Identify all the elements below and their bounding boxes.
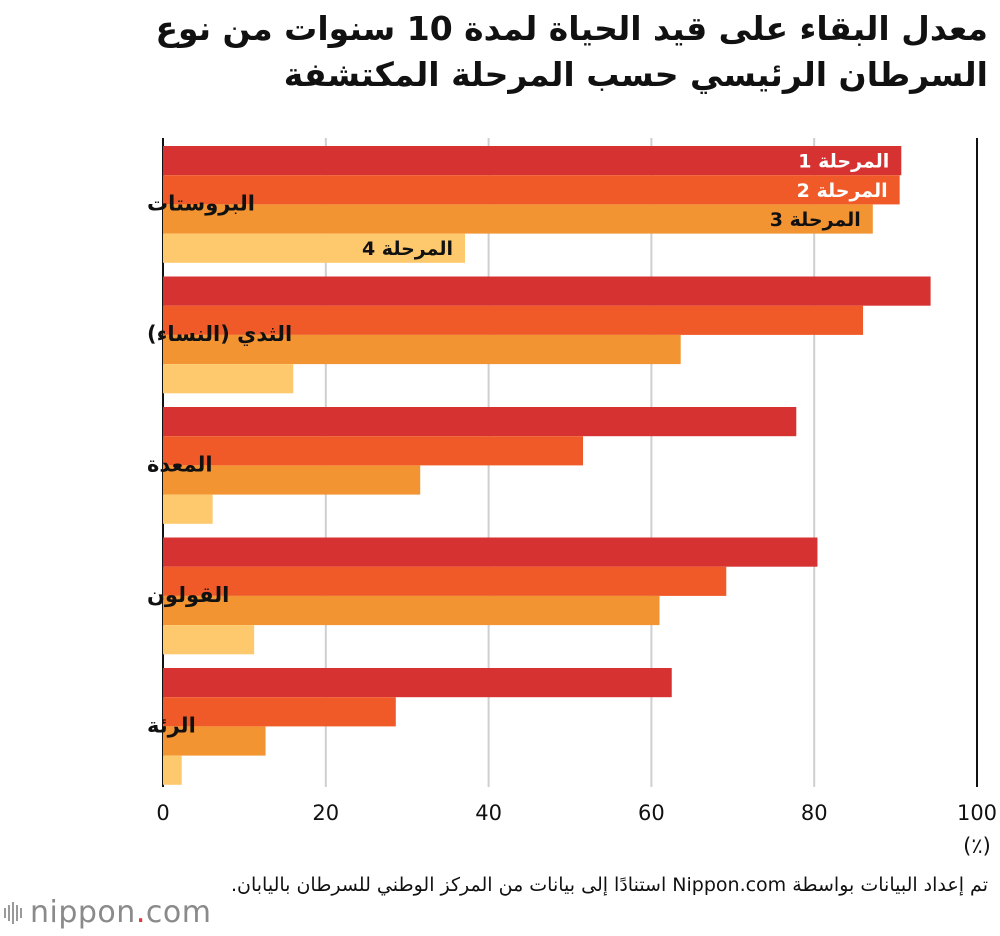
x-tick-label-80: 80: [801, 801, 828, 825]
logo-bars-icon: [4, 901, 22, 924]
logo-suffix: com: [145, 895, 212, 930]
bar-2-stage-1: [163, 276, 931, 306]
series-label-stage-3: المرحلة 3: [770, 209, 861, 231]
x-tick-label-0: 0: [156, 801, 169, 825]
category-label-5: الرئة: [147, 713, 196, 737]
category-label-2: الثدي (النساء): [147, 322, 292, 347]
bar-1-stage-1: [163, 146, 902, 176]
nippon-logo: nippon. com: [4, 895, 211, 930]
bar-4-stage-2: [163, 566, 727, 596]
series-label-stage-2: المرحلة 2: [797, 180, 888, 202]
source-note: تم إعداد البيانات بواسطة Nippon.com استن…: [230, 874, 988, 896]
chart-title: معدل البقاء على قيد الحياة لمدة 10 سنوات…: [155, 9, 988, 94]
bar-3-stage-1: [163, 407, 797, 437]
bar-5-stage-2: [163, 697, 396, 727]
bar-4-stage-1: [163, 537, 818, 567]
bar-2-stage-4: [163, 364, 294, 394]
bar-4-stage-3: [163, 595, 660, 626]
x-tick-label-100: 100: [957, 801, 997, 825]
bar-5-stage-1: [163, 668, 672, 698]
x-axis-unit-label: (٪): [963, 834, 991, 858]
logo-text: nippon: [30, 895, 136, 930]
series-label-stage-4: المرحلة 4: [362, 238, 453, 260]
bar-3-stage-4: [163, 494, 213, 524]
category-label-3: المعدة: [147, 452, 213, 476]
bar-3-stage-3: [163, 465, 421, 495]
bar-4-stage-4: [163, 625, 255, 655]
bar-2-stage-3: [163, 334, 681, 365]
category-label-4: القولون: [147, 583, 229, 607]
series-label-stage-1: المرحلة 1: [798, 151, 889, 173]
bar-1-stage-2: [163, 175, 900, 205]
x-tick-label-60: 60: [638, 801, 665, 825]
x-tick-label-40: 40: [475, 801, 502, 825]
bar-1-stage-3: [163, 204, 873, 234]
bar-5-stage-4: [163, 755, 182, 785]
logo-dot: .: [135, 895, 146, 930]
bar-3-stage-2: [163, 436, 584, 466]
category-label-1: البروستات: [147, 191, 255, 215]
x-tick-label-20: 20: [312, 801, 339, 825]
bar-2-stage-2: [163, 305, 864, 335]
bar-1-stage-4: [163, 233, 465, 263]
bar-5-stage-3: [163, 726, 266, 756]
